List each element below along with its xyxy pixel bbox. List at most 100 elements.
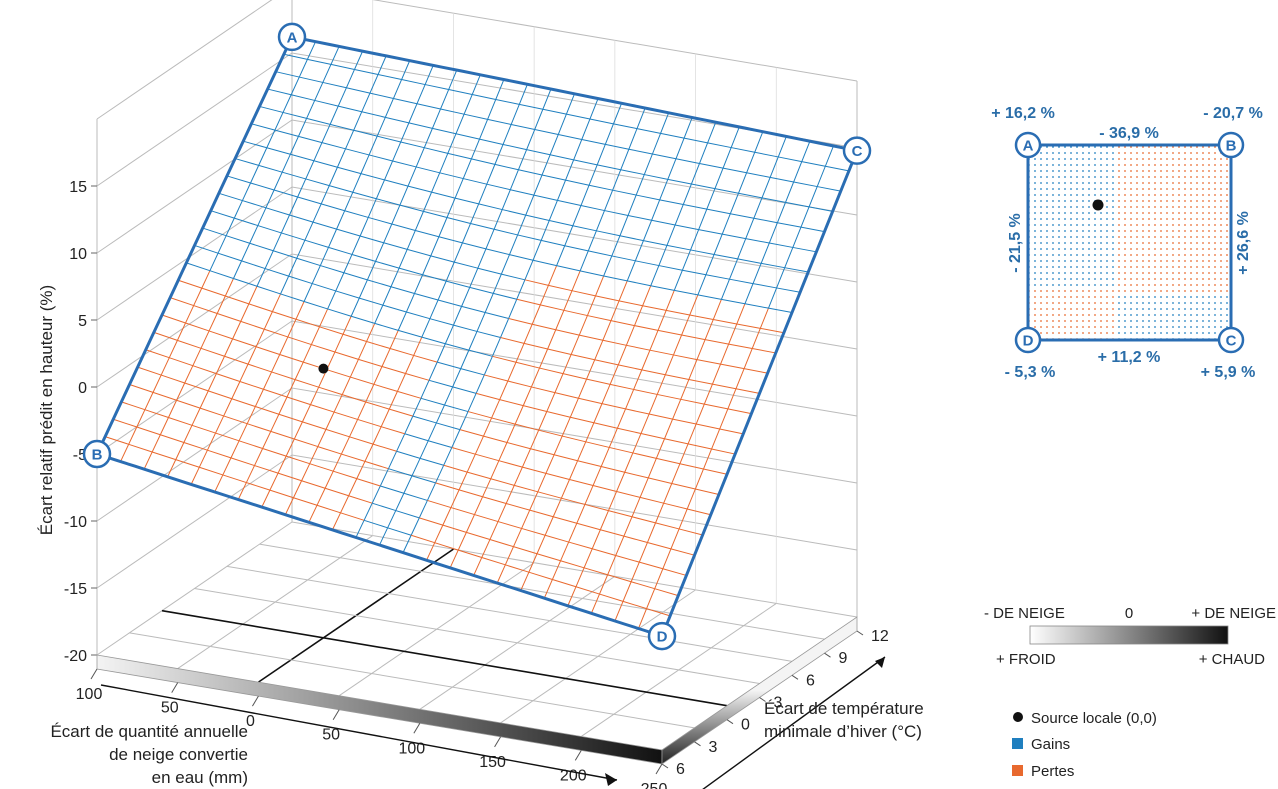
mesh-line-u [642, 285, 652, 306]
mesh-line-v [381, 366, 406, 374]
y-tick-label: 6 [676, 761, 685, 778]
mesh-line-v [683, 204, 707, 210]
mesh-line-u [651, 199, 661, 221]
mesh-line-u [379, 468, 389, 487]
mesh-line-v [476, 392, 500, 401]
mesh-line-u [697, 274, 707, 296]
mesh-line-u [376, 117, 386, 137]
mesh-line-u [496, 564, 506, 584]
mesh-line-u [250, 165, 260, 184]
mesh-line-v [554, 392, 579, 399]
mesh-line-u [450, 489, 460, 508]
mesh-line-u [294, 361, 304, 380]
mesh-line-v [705, 274, 730, 280]
mesh-line-u [289, 136, 299, 155]
mesh-line-v [390, 286, 415, 294]
mesh-line-v [330, 63, 355, 70]
mesh-line-u [800, 206, 810, 228]
mesh-line-u [420, 380, 430, 399]
mesh-line-u [327, 290, 337, 310]
mesh-line-v [152, 391, 177, 401]
mesh-line-v [342, 333, 367, 342]
x-tick-label: 100 [399, 740, 426, 757]
legend-pertes-swatch [1012, 765, 1023, 776]
mesh-line-u [421, 318, 431, 338]
mesh-line-v [522, 466, 547, 474]
mesh-line-v [587, 315, 612, 322]
mesh-line-u [423, 128, 433, 148]
mesh-line-u [414, 211, 424, 231]
mesh-line-v [736, 323, 761, 329]
mesh-line-v [318, 386, 343, 396]
mesh-line-u [539, 285, 549, 306]
mesh-line-v [312, 283, 336, 292]
mesh-line-u [556, 245, 566, 266]
mesh-line-v [477, 267, 502, 275]
mesh-line-v [192, 365, 217, 375]
mesh-line-u [198, 449, 208, 468]
mesh-line-u [620, 149, 630, 170]
mesh-line-v [610, 320, 635, 327]
mesh-line-v [278, 413, 303, 423]
mesh-line-u [225, 217, 235, 236]
mesh-line-u [436, 343, 446, 363]
mesh-line-u [254, 389, 264, 407]
mesh-line-v [562, 435, 586, 443]
mesh-line-v [326, 369, 351, 378]
surface-mesh [95, 35, 859, 638]
mesh-line-v [801, 161, 826, 167]
mesh-line-v [523, 405, 547, 412]
mesh-line-v [437, 299, 462, 307]
mesh-line-v [432, 127, 457, 135]
legend-gains-swatch [1012, 738, 1023, 749]
mesh-line-u [305, 160, 315, 180]
mesh-line-u [463, 94, 473, 115]
mesh-line-v [301, 480, 326, 489]
mesh-line-v [639, 561, 663, 570]
mesh-line-v [321, 203, 345, 212]
mesh-line-v [403, 492, 428, 501]
mesh-line-u [491, 337, 502, 357]
mesh-line-u [592, 466, 602, 486]
mesh-line-u [704, 319, 714, 340]
mesh-line-v [738, 192, 763, 199]
mesh-line-u [223, 398, 233, 417]
mesh-line-u [633, 369, 643, 390]
mesh-line-u [577, 378, 588, 399]
mesh-line-v [222, 474, 247, 484]
mesh-line-u [270, 414, 280, 432]
mesh-line-v [682, 269, 707, 276]
mesh-line-v [263, 388, 288, 398]
mesh-line-v [470, 222, 495, 230]
mesh-line-u [397, 311, 407, 331]
mesh-line-v [607, 574, 632, 583]
mesh-line-u [384, 160, 394, 181]
mesh-line-u [573, 139, 583, 161]
mesh-line-v [389, 408, 413, 417]
mesh-line-u [617, 345, 627, 366]
wall-gridline [96, 119, 858, 254]
mesh-line-u [330, 46, 340, 65]
mesh-line-v [373, 383, 398, 392]
mesh-line-v [368, 216, 392, 225]
mesh-line-u [521, 448, 531, 468]
mesh-line-u [201, 270, 211, 289]
mesh-line-u [442, 507, 452, 526]
mesh-line-v [545, 472, 570, 480]
inset-edge-left: - 21,5 % [1007, 213, 1024, 273]
mesh-line-u [264, 250, 274, 269]
mesh-line-u [632, 433, 642, 454]
mesh-line-u [536, 535, 546, 554]
mesh-line-u [208, 313, 218, 332]
mesh-line-u [256, 268, 266, 287]
mesh-line-v [571, 290, 596, 297]
mesh-line-u [675, 137, 685, 159]
mesh-line-v [519, 103, 543, 110]
mesh-line-v [208, 330, 233, 340]
mesh-line-v [514, 484, 538, 493]
mesh-line-v [681, 334, 706, 341]
inset-value-d: - 5,3 % [1005, 364, 1056, 381]
mesh-line-v [633, 388, 658, 395]
mesh-line-v [240, 320, 265, 330]
mesh-line-v [297, 196, 322, 205]
